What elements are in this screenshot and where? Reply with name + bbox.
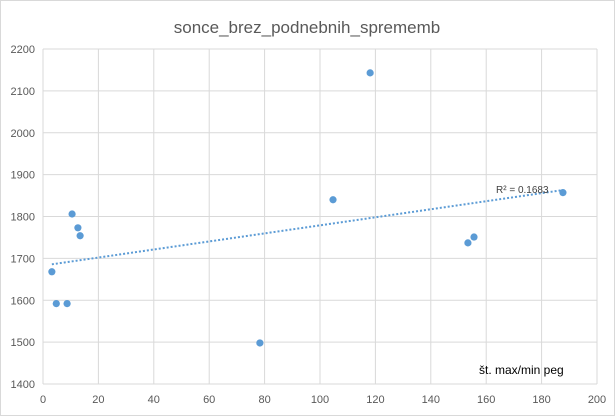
x-tick-label: 180 <box>532 394 550 406</box>
x-tick-label: 100 <box>311 394 329 406</box>
y-tick-label: 1900 <box>11 170 35 182</box>
x-tick-label: 160 <box>477 394 495 406</box>
trendline-r2-label: R² = 0.1683 <box>496 185 549 196</box>
y-tick-label: 2200 <box>11 44 35 56</box>
data-point <box>74 224 82 232</box>
data-point <box>68 210 76 218</box>
x-tick-label: 40 <box>148 394 160 406</box>
data-point <box>366 69 374 77</box>
x-tick-label: 140 <box>422 394 440 406</box>
x-tick-label: 0 <box>40 394 46 406</box>
y-tick-label: 1500 <box>11 337 35 349</box>
data-point <box>329 196 337 204</box>
data-point <box>470 233 478 241</box>
chart-title: sonce_brez_podnebnih_sprememb <box>174 18 441 37</box>
data-point <box>48 268 56 276</box>
y-tick-label: 1700 <box>11 253 35 265</box>
y-tick-label: 1400 <box>11 379 35 391</box>
x-tick-label: 120 <box>366 394 384 406</box>
x-tick-label: 200 <box>588 394 606 406</box>
data-point <box>76 232 84 240</box>
y-tick-label: 1800 <box>11 212 35 224</box>
data-point <box>559 189 567 197</box>
y-tick-label: 2100 <box>11 86 35 98</box>
data-point <box>464 239 472 247</box>
x-tick-label: 80 <box>258 394 270 406</box>
y-tick-label: 2000 <box>11 128 35 140</box>
data-point <box>63 300 71 308</box>
data-point <box>52 300 60 308</box>
x-axis-annotation: št. max/min peg <box>479 363 564 377</box>
y-tick-label: 1600 <box>11 295 35 307</box>
x-tick-label: 20 <box>92 394 104 406</box>
data-point <box>256 339 264 347</box>
x-tick-label: 60 <box>203 394 215 406</box>
